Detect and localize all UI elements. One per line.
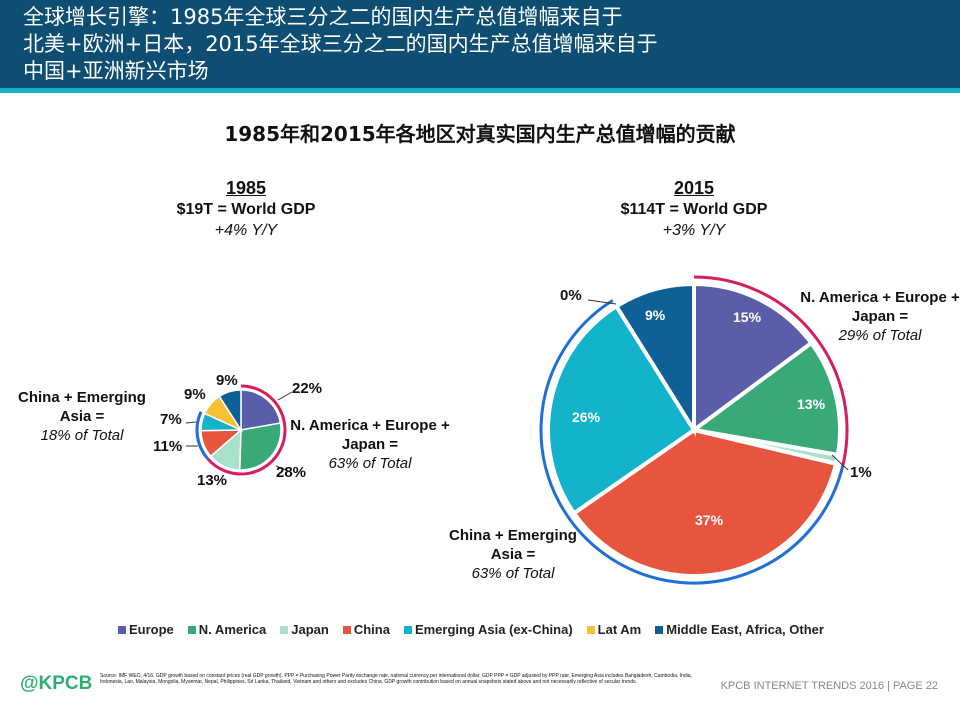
legend-label: Lat Am — [597, 622, 642, 637]
leader-line — [185, 421, 197, 424]
legend-item: Lat Am — [586, 622, 642, 637]
kpcb-logo: @KPCB — [20, 673, 93, 694]
leader-line — [587, 299, 617, 305]
leader-line — [277, 391, 293, 401]
pie-1985-group-outline-emerging — [195, 411, 209, 460]
legend-item: Europe — [118, 622, 174, 637]
yoy-label: +4% Y/Y — [214, 222, 278, 239]
group-total: 63% of Total — [328, 455, 412, 472]
title-line-2: 北美+欧洲+日本，2015年全球三分之二的国内生产总值增幅来自于 — [23, 32, 658, 56]
pie-2015-slice-n-america — [689, 340, 842, 458]
label-1985-europe: 22% — [292, 380, 323, 397]
group-name: N. America + Europe + Japan = — [800, 289, 960, 325]
title-line-1: 全球增长引擎：1985年全球三分之二的国内生产总值增幅来自于 — [23, 5, 623, 29]
legend-label: China — [353, 622, 390, 637]
legend-swatch — [655, 625, 664, 634]
legend-item: Japan — [280, 622, 329, 637]
label-2015-middle-east: 9% — [645, 307, 666, 323]
legend-swatch — [342, 625, 351, 634]
label-2015-europe: 15% — [733, 309, 762, 325]
label-2015-namerica: 13% — [797, 396, 826, 412]
legend-swatch — [187, 625, 196, 634]
title-line-3: 中国+亚洲新兴市场 — [23, 59, 209, 83]
label-2015-latam: 0% — [560, 287, 582, 304]
legend-label: Europe — [129, 622, 174, 637]
group-total: 29% of Total — [838, 327, 922, 344]
group-1985-developed: N. America + Europe + Japan = 63% of Tot… — [290, 416, 450, 473]
gdp-label: $114T = World GDP — [620, 201, 768, 218]
label-2015-emerging-asia: 26% — [572, 409, 601, 425]
source-note: Source: IMF WEO, 4/16. GDP growth based … — [100, 673, 692, 685]
legend: Europe N. America Japan China Emerging Asia … — [118, 622, 824, 637]
legend-swatch — [586, 625, 595, 634]
label-1985-emerging-asia: 7% — [160, 411, 182, 428]
legend-item: Emerging Asia (ex-China) — [403, 622, 573, 637]
group-2015-emerging: China + Emerging Asia = 63% of Total — [438, 526, 588, 583]
label-2015-china: 37% — [695, 512, 724, 528]
pie-1985-slice-middle-east-africa-other — [218, 389, 242, 433]
year-label: 1985 — [225, 178, 267, 198]
legend-label: N. America — [198, 622, 267, 637]
group-name: N. America + Europe + Japan = — [290, 417, 450, 453]
pie-2015-group-outline-emerging — [539, 299, 845, 585]
pie-2015-heading: 2015 $114T = World GDP +3% Y/Y — [594, 178, 794, 241]
legend-swatch — [403, 625, 412, 634]
label-1985-latam: 9% — [184, 386, 206, 403]
gdp-label: $19T = World GDP — [176, 201, 316, 218]
legend-item: Middle East, Africa, Other — [655, 622, 824, 637]
label-1985-china: 11% — [153, 438, 183, 455]
yoy-label: +3% Y/Y — [662, 222, 726, 239]
group-2015-developed: N. America + Europe + Japan = 29% of Tot… — [800, 288, 960, 345]
leader-line — [831, 454, 849, 471]
group-1985-emerging: China + Emerging Asia = 18% of Total — [8, 388, 156, 445]
legend-label: Emerging Asia (ex-China) — [414, 622, 573, 637]
pie-2015-group-outline-developed — [693, 275, 849, 466]
legend-item: China — [342, 622, 390, 637]
legend-item: N. America — [187, 622, 267, 637]
legend-swatch — [118, 625, 126, 634]
label-1985-namerica: 28% — [276, 464, 307, 481]
pie-2015-slice-china — [571, 427, 839, 578]
group-total: 18% of Total — [40, 427, 124, 444]
label-1985-middle-east: 9% — [216, 372, 238, 389]
pie-2015-slice-middle-east-africa-other — [613, 281, 696, 437]
pie-1985-heading: 1985 $19T = World GDP +4% Y/Y — [146, 178, 346, 241]
slide-title: 全球增长引擎：1985年全球三分之二的国内生产总值增幅来自于 北美+欧洲+日本，… — [23, 4, 658, 85]
legend-swatch — [280, 625, 289, 634]
label-2015-japan: 1% — [850, 464, 872, 481]
leader-line — [275, 465, 287, 471]
header-stripe — [0, 88, 960, 93]
chart-title: 1985年和2015年各地区对真实国内生产总值增幅的贡献 — [224, 122, 736, 146]
header-bar: 全球增长引擎：1985年全球三分之二的国内生产总值增幅来自于 北美+欧洲+日本，… — [0, 0, 960, 88]
label-1985-japan: 13% — [197, 472, 228, 489]
year-label: 2015 — [673, 178, 715, 198]
pie-1985-slice-europe — [240, 389, 282, 431]
legend-label: Japan — [291, 622, 329, 637]
group-name: China + Emerging Asia = — [18, 389, 146, 425]
legend-label: Middle East, Africa, Other — [666, 622, 824, 637]
pie-2015-slice-emerging-asia-ex-china- — [546, 303, 697, 517]
group-total: 63% of Total — [471, 565, 555, 582]
pie-2015-slice-europe — [692, 281, 815, 434]
group-name: China + Emerging Asia = — [449, 527, 577, 563]
page-footer: KPCB INTERNET TRENDS 2016 | PAGE 22 — [720, 680, 938, 692]
pie-1985-slice-n-america — [238, 422, 282, 471]
pie-1985-group-outline-developed — [206, 384, 287, 476]
